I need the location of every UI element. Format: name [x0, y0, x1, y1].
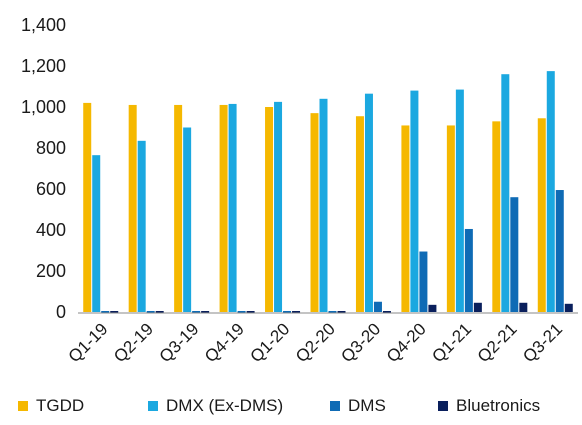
y-tick-label: 1,000	[21, 97, 66, 117]
y-tick-label: 1,200	[21, 56, 66, 76]
legend-item: DMX (Ex-DMS)	[148, 396, 283, 416]
bar-tgdd-q1-19	[83, 102, 92, 313]
bar-dmx-ex-dms-q4-20	[410, 90, 419, 312]
bar-bluetronics-q1-19	[110, 311, 119, 313]
legend-swatch	[330, 401, 340, 411]
x-tick-label: Q1-20	[247, 319, 294, 366]
bar-dms-q1-20	[283, 311, 292, 313]
bar-tgdd-q4-20	[401, 125, 410, 312]
legend-item: Bluetronics	[438, 396, 540, 416]
bar-tgdd-q1-20	[265, 107, 274, 312]
bar-bluetronics-q4-19	[246, 311, 255, 313]
bar-dmx-ex-dms-q3-20	[364, 93, 373, 312]
bar-tgdd-q2-19	[128, 104, 137, 312]
x-tick-label: Q3-20	[337, 319, 384, 366]
legend: TGDD DMX (Ex-DMS) DMS Bluetronics	[0, 396, 582, 422]
x-tick-label: Q2-21	[474, 319, 521, 366]
bar-bluetronics-q3-20	[382, 311, 391, 313]
bar-dms-q1-19	[101, 311, 110, 313]
bar-tgdd-q2-21	[492, 121, 501, 312]
bar-dmx-ex-dms-q2-21	[501, 74, 510, 312]
bar-tgdd-q3-21	[537, 118, 546, 313]
bar-dms-q3-21	[555, 190, 564, 312]
bar-dms-q4-20	[419, 251, 428, 312]
bar-bluetronics-q3-19	[201, 311, 210, 313]
bar-dms-q3-19	[192, 311, 201, 313]
legend-label: DMX (Ex-DMS)	[166, 396, 284, 415]
x-tick-label: Q1-21	[428, 319, 475, 366]
bar-dmx-ex-dms-q2-19	[137, 140, 146, 312]
bar-dmx-ex-dms-q3-21	[546, 71, 555, 312]
bar-bluetronics-q2-21	[519, 302, 528, 312]
bar-dms-q3-20	[373, 301, 382, 312]
bar-dmx-ex-dms-q4-19	[228, 103, 237, 312]
y-tick-label: 600	[36, 179, 66, 199]
bars	[83, 71, 573, 313]
y-tick-label: 0	[56, 302, 66, 322]
x-tick-label: Q4-20	[383, 319, 430, 366]
legend-swatch	[18, 401, 28, 411]
x-axis-labels: Q1-19Q2-19Q3-19Q4-19Q1-20Q2-20Q3-20Q4-20…	[65, 319, 566, 366]
bar-tgdd-q3-20	[355, 116, 364, 312]
bar-bluetronics-q1-20	[292, 311, 301, 313]
legend-item: DMS	[330, 396, 386, 416]
bar-dms-q4-19	[237, 311, 246, 313]
bar-tgdd-q1-21	[446, 125, 455, 312]
bar-dms-q1-21	[464, 228, 473, 312]
legend-label: Bluetronics	[456, 396, 541, 415]
bar-dms-q2-19	[146, 311, 155, 313]
legend-swatch	[148, 401, 158, 411]
x-tick-label: Q4-19	[201, 319, 248, 366]
legend-label: DMS	[348, 396, 386, 415]
bar-tgdd-q4-19	[219, 104, 228, 312]
bar-bluetronics-q2-19	[155, 311, 164, 313]
y-tick-label: 400	[36, 220, 66, 240]
bar-dms-q2-21	[510, 197, 519, 312]
legend-item: TGDD	[18, 396, 84, 416]
x-tick-label: Q3-19	[156, 319, 203, 366]
legend-label: TGDD	[36, 396, 85, 415]
x-tick-label: Q2-20	[292, 319, 339, 366]
bar-dmx-ex-dms-q1-21	[455, 89, 464, 312]
bar-bluetronics-q4-20	[428, 304, 437, 312]
x-tick-label: Q2-19	[110, 319, 157, 366]
bar-dmx-ex-dms-q1-20	[274, 101, 283, 312]
y-tick-label: 200	[36, 261, 66, 281]
bar-dmx-ex-dms-q2-20	[319, 98, 328, 312]
bar-tgdd-q3-19	[174, 104, 183, 312]
x-tick-label: Q3-21	[519, 319, 566, 366]
bar-dmx-ex-dms-q3-19	[183, 127, 192, 312]
y-tick-label: 800	[36, 138, 66, 158]
legend-swatch	[438, 401, 448, 411]
bar-bluetronics-q2-20	[337, 311, 346, 313]
y-axis-labels: 0 200 400 600 800 1,000 1,200 1,400	[21, 15, 66, 322]
bar-bluetronics-q3-21	[564, 303, 573, 312]
bar-tgdd-q2-20	[310, 113, 319, 313]
y-tick-label: 1,400	[21, 15, 66, 35]
bar-dms-q2-20	[328, 311, 337, 313]
bar-dmx-ex-dms-q1-19	[92, 155, 101, 312]
x-tick-label: Q1-19	[65, 319, 112, 366]
bar-bluetronics-q1-21	[473, 302, 482, 312]
